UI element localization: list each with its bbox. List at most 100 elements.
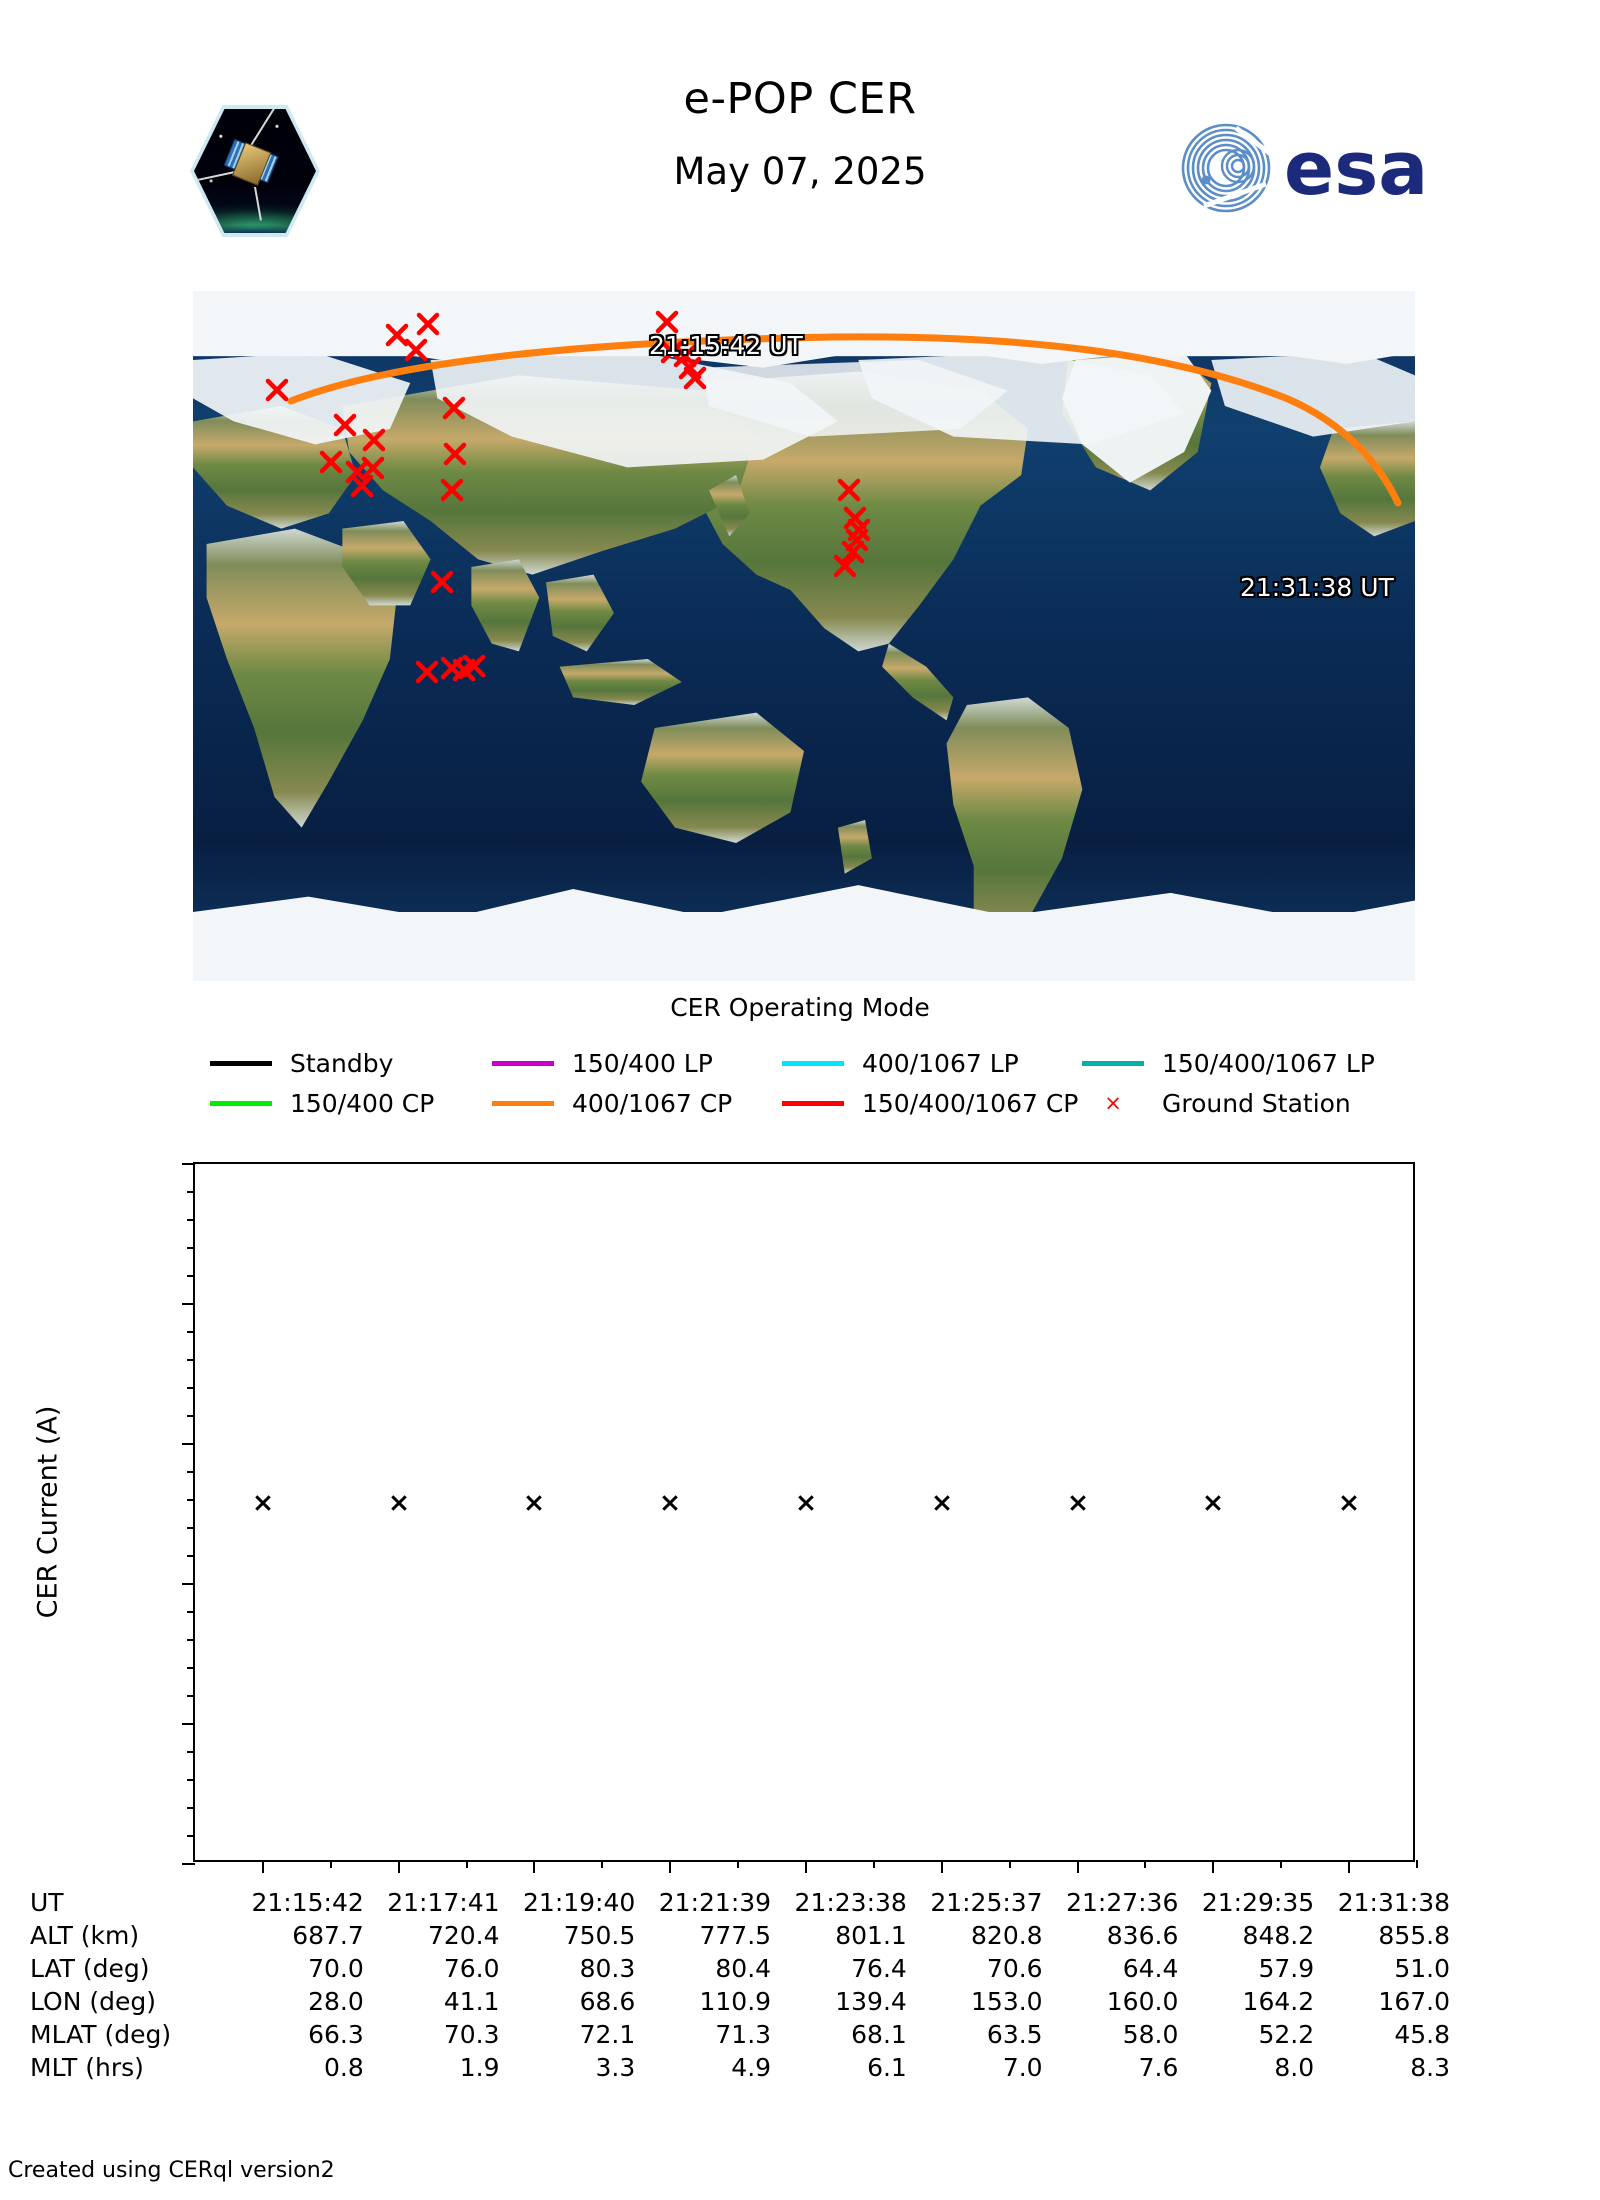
table-cell: 1.9 xyxy=(459,2053,500,2082)
esa-inner-e xyxy=(1220,148,1256,184)
y-axis-minor-tick xyxy=(187,1639,195,1641)
legend-label-standby: Standby xyxy=(290,1048,394,1078)
table-cell: 45.8 xyxy=(1394,2020,1450,2049)
orbit-start-time-label: 21:15:42 UT xyxy=(649,331,803,360)
ephemeris-table-grid: UT 21:15:42 21:17:41 21:19:40 21:21:39 21:23:… xyxy=(30,1886,1450,2084)
table-cell: 68.1 xyxy=(851,2020,907,2049)
table-cell: 750.5 xyxy=(563,1921,636,1950)
world-map-canvas xyxy=(193,291,1415,981)
table-cell: 687.7 xyxy=(292,1921,364,1950)
esa-wordmark: esa xyxy=(1284,126,1428,212)
x-axis-tick xyxy=(805,1860,807,1873)
legend-swatch-150-400-cp xyxy=(210,1100,272,1106)
table-cell: 777.5 xyxy=(699,1921,772,1950)
y-axis-minor-tick xyxy=(187,1191,195,1193)
legend-label-150-400-1067-lp: 150/400/1067 LP xyxy=(1162,1048,1375,1078)
x-axis-tick xyxy=(397,1860,400,1873)
esa-swirl-dot-icon xyxy=(1201,175,1211,185)
table-row: LON (deg) 28.0 41.1 68.6 110.9 139.4 153.0 160.… xyxy=(30,1985,1450,2018)
title-block: e-POP CER May 07, 2025 xyxy=(0,0,1600,191)
table-row-label: MLT (hrs) xyxy=(30,2053,144,2082)
table-cell: 21:15:42 xyxy=(251,1888,364,1917)
legend-item-standby[interactable]: Standby xyxy=(210,1049,492,1078)
orbit-end-time-label: 21:31:38 UT xyxy=(1240,573,1394,602)
legend-label-400-1067-cp: 400/1067 CP xyxy=(572,1088,733,1118)
legend-item-ground-station[interactable]: × Ground Station xyxy=(1082,1089,1351,1118)
legend-label-ground-station: Ground Station xyxy=(1162,1088,1351,1118)
x-axis-tick xyxy=(940,1860,943,1873)
table-row: UT 21:15:42 21:17:41 21:19:40 21:21:39 21:23:… xyxy=(30,1886,1450,1919)
chart-data-point xyxy=(253,1493,273,1513)
legend-item-150-400-1067-lp[interactable]: 150/400/1067 LP xyxy=(1082,1049,1375,1078)
table-cell: 21:29:35 xyxy=(1201,1888,1315,1917)
x-axis-minor-tick xyxy=(465,1860,468,1868)
y-axis-minor-tick xyxy=(187,1331,195,1333)
chart-data-point xyxy=(932,1493,952,1513)
esa-logo: esa xyxy=(1180,122,1480,214)
x-axis-minor-tick xyxy=(1416,1860,1418,1868)
table-cell: 52.2 xyxy=(1258,2020,1315,2049)
table-cell: 139.4 xyxy=(835,1987,907,2016)
chart-data-point xyxy=(1339,1493,1359,1513)
legend-label-150-400-lp: 150/400 LP xyxy=(572,1048,713,1078)
table-cell: 63.5 xyxy=(986,2020,1043,2049)
x-axis-minor-tick xyxy=(329,1860,332,1868)
table-row: LAT (deg) 70.0 76.0 80.3 80.4 76.4 70.6 64.4 57.… xyxy=(30,1952,1450,1985)
table-cell: 21:27:36 xyxy=(1066,1888,1179,1917)
x-axis-minor-tick xyxy=(1144,1860,1147,1868)
chart-data-point xyxy=(660,1493,680,1513)
y-axis-minor-tick xyxy=(187,1471,195,1473)
table-cell: 21:23:38 xyxy=(794,1888,907,1917)
table-cell: 8.3 xyxy=(1410,2053,1450,2082)
y-axis-minor-tick xyxy=(187,1611,195,1613)
table-row: MLAT (deg) 66.3 70.3 72.1 71.3 68.1 63.5 58.0 52… xyxy=(30,2018,1450,2051)
chart-plot-area[interactable]: 0.450.460.470.480.490.50 xyxy=(182,1162,1418,1873)
table-cell: 167.0 xyxy=(1378,1987,1450,2016)
table-row-label: UT xyxy=(30,1888,64,1917)
footer-credit: Created using CERql version2 xyxy=(8,2158,335,2183)
table-cell: 58.0 xyxy=(1122,2020,1179,2049)
table-cell: 21:21:39 xyxy=(658,1888,772,1917)
y-axis-minor-tick xyxy=(187,1527,195,1529)
y-axis-label: CER Current (A) xyxy=(32,1405,64,1619)
table-row-label: LAT (deg) xyxy=(30,1954,150,1983)
table-row-label: LON (deg) xyxy=(30,1987,156,2016)
table-cell: 21:19:40 xyxy=(523,1888,636,1917)
table-cell: 80.4 xyxy=(715,1954,772,1983)
y-axis-tick xyxy=(182,1863,195,1865)
esa-swirl-cut xyxy=(1203,126,1278,209)
legend-item-150-400-1067-cp[interactable]: 150/400/1067 CP xyxy=(782,1089,1082,1118)
table-cell: 51.0 xyxy=(1394,1954,1450,1983)
chart-data-point xyxy=(1203,1493,1223,1513)
table-cell: 160.0 xyxy=(1106,1987,1179,2016)
ephemeris-table: UT 21:15:42 21:17:41 21:19:40 21:21:39 21:23:… xyxy=(30,1886,1580,2084)
y-axis-minor-tick xyxy=(187,1751,195,1753)
y-axis-minor-tick xyxy=(187,1247,195,1249)
table-cell: 76.0 xyxy=(443,1954,500,1983)
table-cell: 8.0 xyxy=(1274,2053,1315,2082)
y-axis-tick xyxy=(182,1583,195,1585)
table-row-label: ALT (km) xyxy=(30,1921,140,1950)
table-cell: 848.2 xyxy=(1242,1921,1315,1950)
legend-swatch-standby xyxy=(210,1060,272,1066)
table-cell: 70.6 xyxy=(986,1954,1043,1983)
table-cell: 720.4 xyxy=(427,1921,500,1950)
legend-title: CER Operating Mode xyxy=(670,993,930,1022)
page-title: e-POP CER xyxy=(683,74,917,124)
legend-label-150-400-1067-cp: 150/400/1067 CP xyxy=(862,1088,1079,1118)
legend-item-150-400-cp[interactable]: 150/400 CP xyxy=(210,1089,492,1118)
legend-item-400-1067-cp[interactable]: 400/1067 CP xyxy=(492,1089,782,1118)
world-map-svg xyxy=(193,291,1415,981)
table-cell: 70.0 xyxy=(308,1954,364,1983)
table-cell: 72.1 xyxy=(579,2020,636,2049)
y-axis-minor-tick xyxy=(187,1835,195,1837)
x-axis-minor-tick xyxy=(1280,1860,1283,1868)
table-cell: 153.0 xyxy=(971,1987,1043,2016)
x-axis-tick xyxy=(669,1860,672,1873)
table-cell: 68.6 xyxy=(579,1987,636,2016)
x-axis-tick xyxy=(1212,1860,1215,1873)
y-axis-minor-tick xyxy=(187,1807,195,1809)
legend-item-400-1067-lp[interactable]: 400/1067 LP xyxy=(782,1049,1082,1078)
y-axis-minor-tick xyxy=(187,1779,195,1781)
legend-item-150-400-lp[interactable]: 150/400 LP xyxy=(492,1049,782,1078)
